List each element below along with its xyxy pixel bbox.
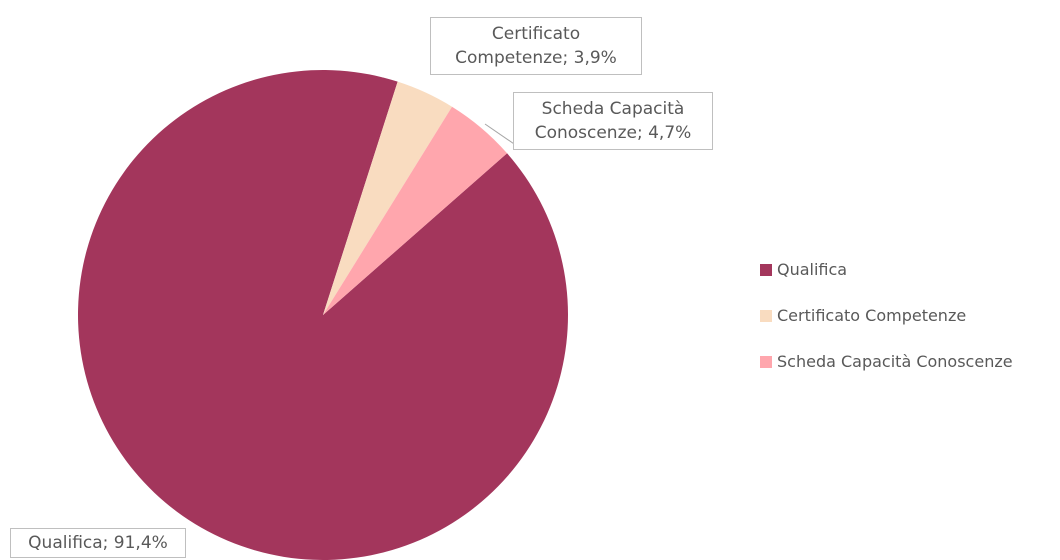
legend-label: Qualifica (777, 260, 848, 279)
data-label: Qualifica; 91,4% (10, 528, 186, 558)
data-label: Certificato Competenze; 3,9% (430, 17, 642, 75)
legend-label: Scheda Capacità Conoscenze (777, 352, 1013, 371)
legend-swatch (760, 355, 772, 368)
legend-item: Certificato Competenze (760, 306, 966, 325)
legend-swatch (760, 309, 772, 322)
data-label: Scheda Capacità Conoscenze; 4,7% (513, 92, 713, 150)
legend-swatch (760, 263, 772, 276)
legend-item: Qualifica (760, 260, 847, 279)
legend-label: Certificato Competenze (777, 306, 967, 325)
legend-item: Scheda Capacità Conoscenze (760, 352, 1013, 371)
pie-slice (323, 81, 453, 315)
pie-slice (323, 106, 508, 316)
